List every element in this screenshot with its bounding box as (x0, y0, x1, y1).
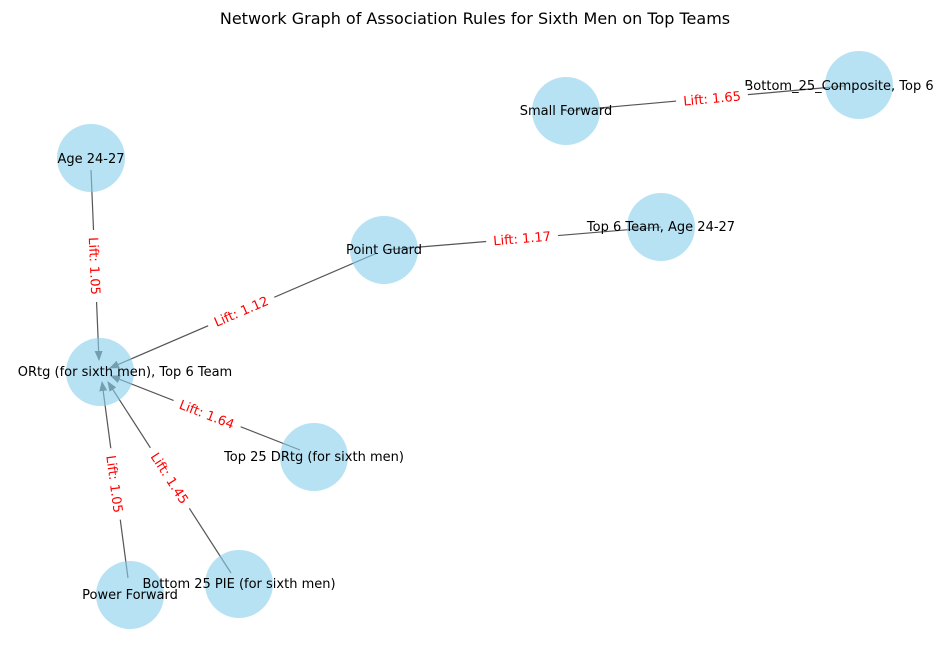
edge-label-group: Lift: 1.05 (101, 447, 129, 521)
node-label-power_forward: Power Forward (82, 588, 178, 603)
node-label-bottom25_composite: Bottom_25_Composite, Top 6 (744, 79, 933, 94)
node-label-small_forward: Small Forward (520, 104, 613, 119)
edge-label-group: Lift: 1.12 (204, 288, 278, 334)
node-bottom25_pie (205, 550, 273, 618)
edge-label-background (675, 85, 749, 111)
edge-label-background (101, 447, 129, 521)
node-label-top25_drtg: Top 25 DRtg (for sixth men) (223, 450, 404, 465)
edge-label-group: Lift: 1.45 (142, 442, 198, 514)
edge-label: Lift: 1.05 (85, 237, 102, 295)
edge-label: Lift: 1.65 (683, 89, 742, 109)
node-ortg_top6 (66, 338, 134, 406)
edge-label-group: Lift: 1.65 (675, 85, 749, 111)
node-bottom25_composite (825, 51, 893, 119)
edge-label-background (204, 288, 278, 334)
node-point_guard (350, 216, 418, 284)
node-label-bottom25_pie: Bottom 25 PIE (for sixth men) (142, 577, 335, 592)
edge-label: Lift: 1.45 (147, 450, 191, 507)
node-top25_drtg (280, 423, 348, 491)
node-age_24_27 (57, 124, 125, 192)
node-top6_age (627, 193, 695, 261)
edge-label-background (485, 226, 559, 250)
edge-label-background (84, 229, 106, 303)
node-label-ortg_top6: ORtg (for sixth men), Top 6 Team (18, 365, 232, 380)
node-small_forward (532, 77, 600, 145)
labels-layer: Lift: 1.65 Lift: 1.17 Lift: 1.05 Lift: 1.12… (84, 85, 749, 521)
node-label-point_guard: Point Guard (346, 243, 422, 258)
nodes-layer: Small Forward Bottom_25_Composite, Top 6 A… (18, 51, 934, 629)
edge-label: Lift: 1.17 (493, 230, 552, 250)
edge-label: Lift: 1.64 (177, 398, 236, 433)
edge-label: Lift: 1.12 (212, 294, 271, 331)
edge-label-background (142, 442, 198, 514)
edge-label-group: Lift: 1.05 (84, 229, 106, 303)
edge-label-group: Lift: 1.64 (170, 392, 244, 436)
graph-title: Network Graph of Association Rules for S… (220, 9, 730, 28)
edge-label-background (170, 392, 244, 436)
node-label-top6_age: Top 6 Team, Age 24-27 (586, 220, 735, 235)
edges-layer (90, 85, 845, 579)
edge-label-group: Lift: 1.17 (485, 226, 559, 250)
node-label-age_24_27: Age 24-27 (57, 152, 124, 167)
edge-label: Lift: 1.05 (102, 455, 124, 514)
node-power_forward (96, 561, 164, 629)
